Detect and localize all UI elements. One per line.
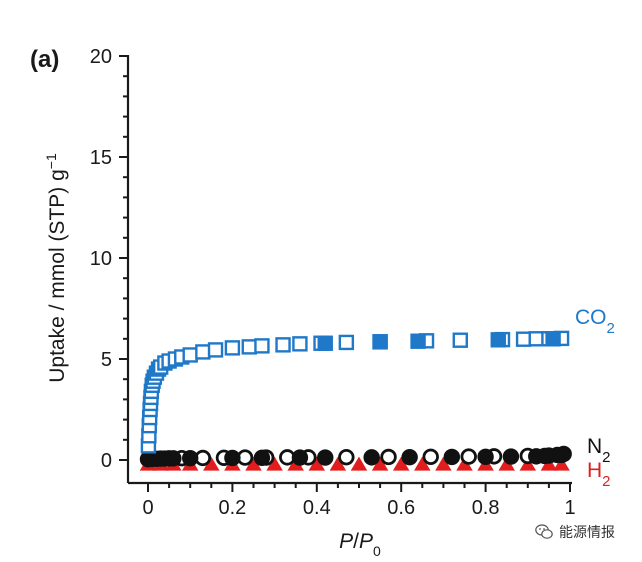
series-label-co2: CO2 — [575, 306, 615, 337]
y-axis-title-sup: −1 — [43, 153, 59, 169]
n2-desorption-point — [363, 449, 380, 466]
x-ticks — [147, 483, 571, 492]
x-tick-label: 0.2 — [218, 497, 246, 519]
y-tick-label: 10 — [90, 248, 112, 270]
x-axis-title-p: P — [339, 530, 353, 553]
n2-desorption-point — [224, 449, 241, 467]
h2-adsorption-point — [435, 456, 452, 471]
h2-adsorption-point — [350, 456, 368, 471]
co2-adsorption-point — [452, 332, 468, 348]
h2-adsorption-point — [371, 456, 389, 471]
x-axis-title-p0: P — [359, 530, 373, 553]
n2-adsorption-point — [380, 448, 397, 466]
n2-adsorption-point — [422, 448, 439, 465]
x-tick-label: 0 — [142, 497, 153, 519]
series-label-co2-main: CO — [575, 306, 607, 329]
y-axis-title: Uptake / mmol (STP) g−1 — [43, 153, 69, 383]
n2-adsorption-point — [460, 448, 477, 465]
co2-adsorption-point — [338, 334, 355, 351]
series-layer — [139, 330, 572, 471]
n2-desorption-point — [555, 445, 572, 463]
n2-adsorption-point — [338, 448, 355, 466]
y-axis-title-text: Uptake / mmol (STP) g — [46, 169, 69, 383]
co2-desorption-point — [545, 331, 561, 347]
co2-adsorption-point — [195, 344, 211, 360]
n2-desorption-point — [181, 449, 199, 467]
h2-adsorption-point — [414, 456, 431, 471]
n2-desorption-point — [477, 448, 494, 465]
x-tick-label: 1 — [564, 497, 575, 519]
series-label-h2: H2 — [587, 459, 611, 490]
series-label-h2-main: H — [587, 459, 602, 482]
wechat-icon — [535, 524, 553, 539]
watermark: 能源情报 — [535, 522, 615, 542]
series-label-n2-sub: 2 — [602, 449, 610, 466]
x-tick-label: 0.4 — [303, 497, 331, 519]
x-tick-labels: 0 0.2 0.4 0.6 0.8 1 — [142, 497, 575, 519]
n2-desorption-point — [317, 449, 334, 466]
n2-desorption-point — [165, 450, 182, 467]
y-tick-label: 5 — [101, 349, 112, 371]
co2-adsorption-point — [207, 342, 224, 358]
co2-adsorption-point — [528, 331, 544, 347]
watermark-text: 能源情报 — [559, 525, 615, 541]
series-label-co2-sub: 2 — [607, 320, 615, 337]
co2-adsorption-point — [241, 339, 257, 355]
h2-adsorption-point — [392, 456, 410, 471]
series-n2 — [139, 445, 572, 468]
h2-adsorption-point — [266, 456, 283, 471]
n2-desorption-point — [502, 448, 520, 465]
n2-desorption-point — [401, 448, 418, 466]
y-ticks — [119, 55, 128, 461]
x-tick-label: 0.6 — [387, 497, 415, 519]
co2-adsorption-point — [182, 347, 198, 363]
co2-desorption-point — [372, 334, 388, 350]
co2-adsorption-point — [224, 340, 241, 356]
co2-desorption-point — [490, 332, 506, 348]
h2-adsorption-point — [329, 456, 347, 471]
co2-desorption-point — [317, 335, 333, 351]
co2-adsorption-point — [254, 338, 270, 354]
n2-desorption-point — [291, 449, 309, 466]
series-label-h2-sub: 2 — [602, 473, 610, 490]
series-co2 — [140, 330, 570, 454]
h2-adsorption-point — [308, 456, 326, 471]
co2-desorption-point — [410, 333, 426, 349]
x-tick-label: 0.8 — [472, 497, 500, 519]
series-label-n2-main: N — [587, 435, 602, 458]
n2-desorption-point — [253, 449, 271, 466]
y-tick-label: 15 — [90, 147, 112, 169]
plot-frame — [126, 55, 572, 485]
co2-adsorption-point — [515, 331, 532, 347]
h2-adsorption-point — [553, 456, 570, 471]
x-axis-title: P/P0 — [339, 530, 381, 559]
panel-label: (a) — [30, 46, 59, 73]
series-label-n2: N2 — [587, 435, 611, 466]
co2-adsorption-point — [292, 336, 308, 352]
co2-adsorption-point — [275, 337, 291, 353]
x-axis-title-sub: 0 — [373, 543, 381, 559]
x-axis-title-slash: / — [353, 530, 359, 553]
y-tick-label: 0 — [101, 450, 112, 472]
n2-desorption-point — [443, 448, 461, 466]
y-tick-label: 20 — [90, 46, 112, 68]
y-tick-labels: 0 5 10 15 20 — [90, 46, 112, 472]
